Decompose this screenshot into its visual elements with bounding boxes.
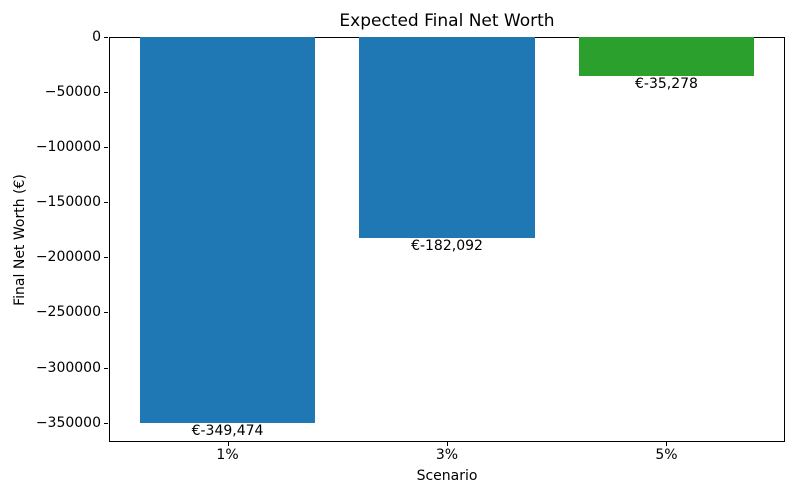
x-tick-mark <box>227 442 229 446</box>
y-tick-mark <box>104 367 108 369</box>
x-tick-label: 3% <box>435 447 459 463</box>
y-tick-label: 0 <box>92 28 101 45</box>
y-tick-label: −350000 <box>35 414 101 431</box>
bar-value-label: €-182,092 <box>411 237 483 254</box>
y-tick-mark <box>104 36 108 38</box>
bar <box>578 37 755 76</box>
y-tick-mark <box>104 146 108 148</box>
x-tick-mark <box>666 442 668 446</box>
y-tick-label: −50000 <box>44 83 101 100</box>
x-tick-label: 5% <box>655 447 678 463</box>
y-tick-label: −150000 <box>35 194 101 211</box>
y-tick-label: −100000 <box>35 138 101 155</box>
y-tick-label: −250000 <box>35 304 101 321</box>
bar <box>359 37 535 238</box>
y-tick-mark <box>104 257 108 259</box>
bar-value-label: €-35,278 <box>634 75 698 92</box>
y-tick-label: −200000 <box>35 249 101 266</box>
x-tick-mark <box>447 442 448 446</box>
y-tick-label: −300000 <box>35 359 101 376</box>
bar-value-label: €-349,474 <box>191 422 264 439</box>
y-tick-mark <box>104 91 108 93</box>
x-axis-label: Scenario <box>416 468 478 484</box>
y-tick-mark <box>104 312 108 314</box>
y-tick-mark <box>104 202 108 204</box>
x-tick-label: 1% <box>216 447 239 463</box>
y-tick-mark <box>104 422 108 424</box>
chart-title: Expected Final Net Worth <box>339 11 555 31</box>
bar <box>139 37 316 423</box>
